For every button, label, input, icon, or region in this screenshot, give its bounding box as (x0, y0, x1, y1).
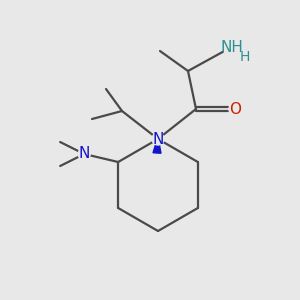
Text: NH: NH (220, 40, 243, 55)
Text: H: H (240, 50, 250, 64)
Polygon shape (153, 137, 161, 153)
Circle shape (78, 148, 90, 160)
Circle shape (152, 133, 164, 145)
Bar (240, 51, 252, 63)
Text: N: N (79, 146, 90, 161)
Bar (224, 42, 246, 54)
Text: N: N (152, 131, 164, 146)
Text: O: O (229, 101, 241, 116)
Circle shape (229, 103, 241, 115)
Polygon shape (157, 139, 158, 140)
